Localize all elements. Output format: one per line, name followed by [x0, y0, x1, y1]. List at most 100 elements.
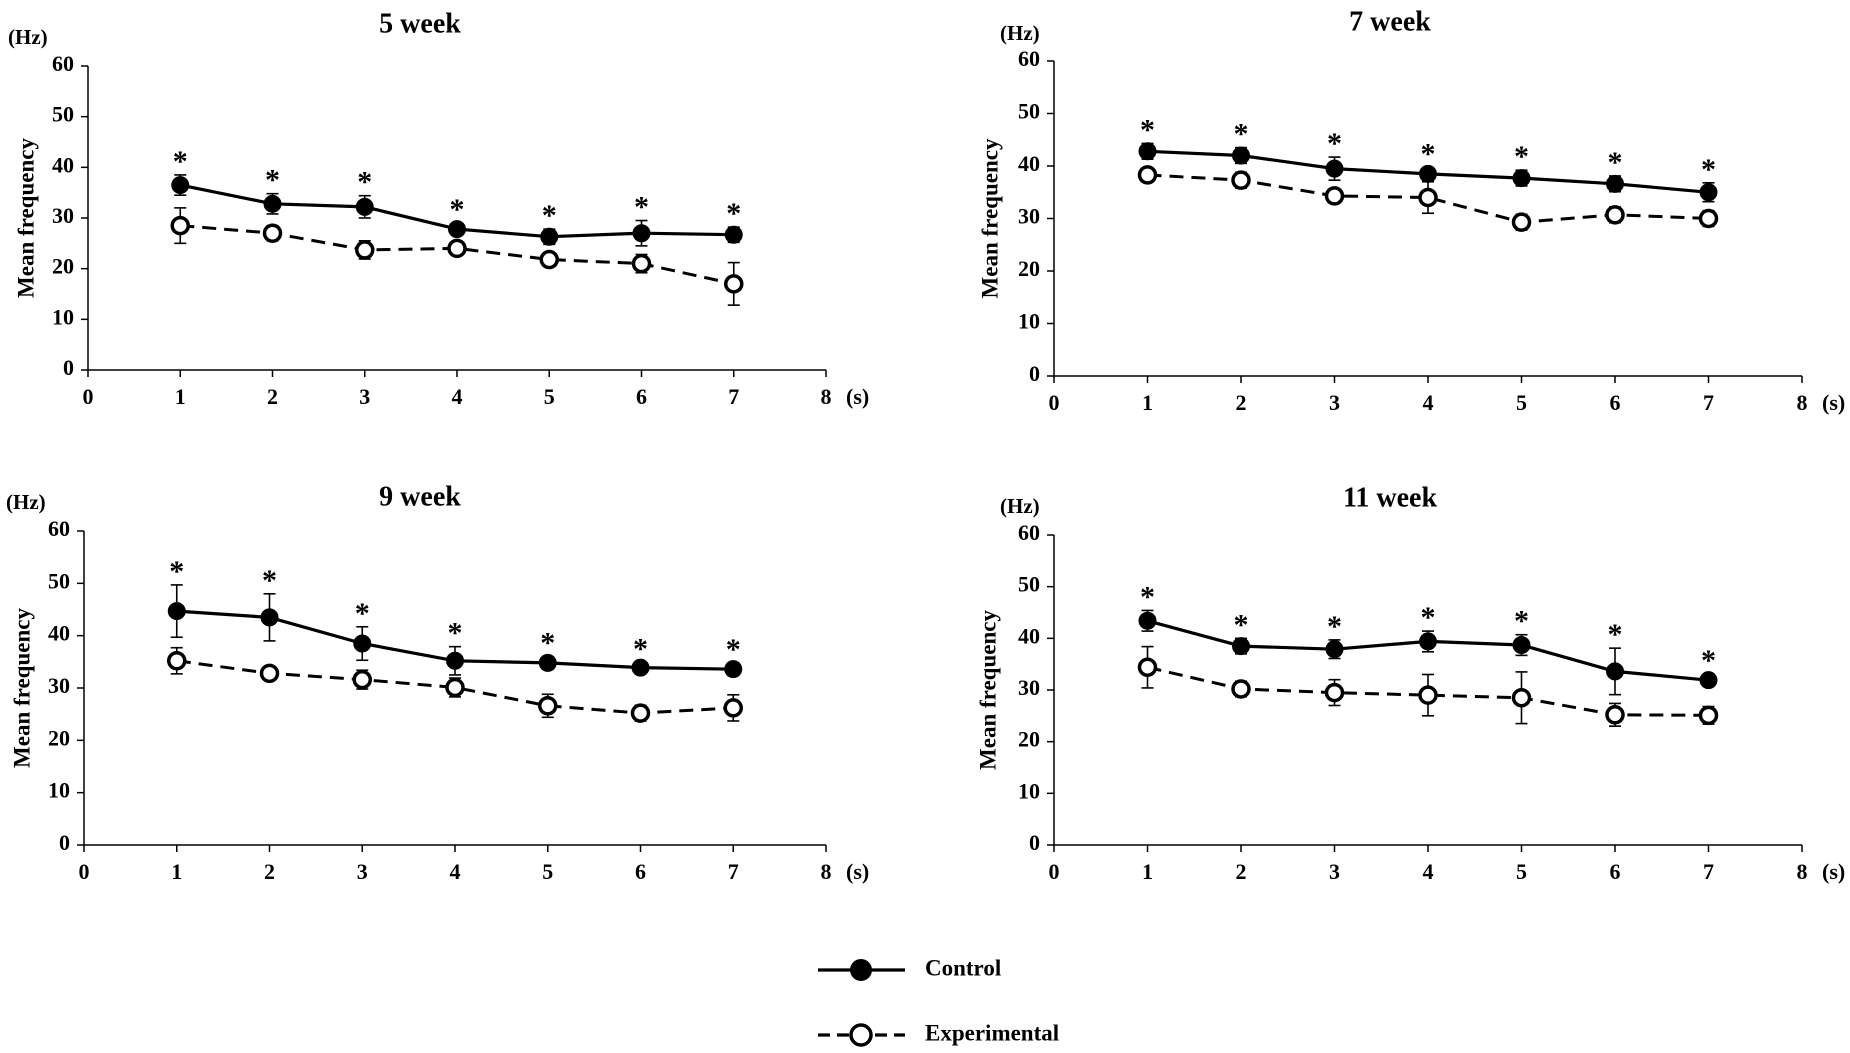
data-point [1418, 187, 1438, 208]
significance-marker: * [262, 564, 277, 597]
data-point [1698, 208, 1719, 229]
significance-marker: * [173, 145, 188, 178]
data-point [1325, 640, 1344, 659]
x-tick-label: 1 [1142, 390, 1153, 415]
series-experimental [167, 646, 743, 723]
significance-marker: * [1140, 113, 1155, 146]
data-point [263, 194, 282, 213]
data-point [171, 176, 190, 195]
significance-marker: * [1234, 608, 1249, 641]
significance-marker: * [1421, 138, 1436, 171]
y-tick-label: 40 [1018, 151, 1040, 176]
x-tick-label: 4 [452, 384, 463, 409]
chart-title: 9 week [379, 481, 461, 512]
data-point [1512, 636, 1531, 655]
chart-panel-1: 5 week (Hz) Mean frequency 0 10 20 30 40 50 60 0 1 2… [8, 8, 869, 409]
x-tick-label: 3 [1329, 390, 1340, 415]
significance-marker: * [1701, 644, 1716, 677]
x-tick-label: 0 [79, 859, 90, 884]
data-point [1137, 657, 1158, 678]
data-point [631, 253, 652, 274]
series-experimental [170, 207, 744, 306]
y-axis-label: Mean frequency [13, 138, 38, 298]
data-point [259, 663, 280, 684]
data-point [1324, 186, 1345, 206]
x-tick-label: 1 [175, 384, 186, 409]
y-tick-label: 60 [1018, 520, 1040, 545]
y-tick-label: 50 [48, 568, 70, 593]
y-tick-label: 40 [52, 152, 74, 177]
x-tick-label: 6 [636, 384, 647, 409]
data-point [1606, 662, 1624, 681]
significance-marker: * [450, 193, 465, 226]
x-tick-label: 0 [83, 384, 94, 409]
significance-marker: * [1701, 153, 1716, 186]
data-point [1419, 164, 1437, 183]
legend-entry-control: Control [818, 955, 1001, 981]
data-point [1232, 637, 1250, 656]
y-tick-label: 60 [48, 516, 70, 541]
series-control [1138, 609, 1718, 696]
y-tick-label: 0 [63, 355, 74, 380]
series-experimental [1137, 645, 1719, 727]
data-point [1325, 159, 1344, 178]
y-tick-label: 40 [1018, 623, 1040, 648]
y-tick-label: 30 [48, 673, 70, 698]
chart-title: 7 week [1349, 6, 1431, 37]
x-tick-label: 8 [821, 384, 832, 409]
y-unit-label: (Hz) [1000, 21, 1040, 45]
data-point [167, 651, 187, 671]
significance-marker: * [726, 197, 741, 230]
data-point [355, 240, 375, 260]
data-point [1699, 183, 1718, 202]
y-unit-label: (Hz) [1000, 494, 1040, 518]
significance-marker: * [1421, 601, 1436, 634]
x-tick-label: 1 [1142, 859, 1153, 884]
significance-marker: * [355, 597, 370, 630]
y-tick-label: 0 [1029, 361, 1040, 386]
y-tick-label: 50 [1018, 99, 1040, 124]
data-point [723, 698, 743, 718]
significance-marker: * [265, 164, 280, 197]
x-tick-label: 2 [1236, 859, 1247, 884]
data-point [724, 660, 743, 679]
y-tick-label: 60 [1018, 46, 1040, 71]
data-point [724, 225, 743, 244]
data-point [1418, 685, 1438, 705]
y-tick-label: 20 [48, 725, 70, 750]
y-tick-label: 0 [59, 830, 70, 855]
x-tick-label: 5 [1516, 390, 1527, 415]
data-point [1419, 632, 1437, 651]
data-point [630, 703, 651, 723]
y-tick-label: 50 [52, 102, 74, 127]
significance-marker: * [1514, 140, 1529, 173]
data-point [1231, 679, 1251, 699]
y-tick-label: 0 [1029, 830, 1040, 855]
data-point [1232, 146, 1250, 165]
y-tick-label: 40 [48, 621, 70, 646]
data-point [448, 220, 466, 239]
significance-marker: * [726, 633, 741, 666]
data-point [1699, 671, 1718, 690]
x-tick-label: 1 [171, 859, 182, 884]
significance-marker: * [1608, 618, 1623, 651]
x-axis-label: (s) [1822, 390, 1845, 415]
y-tick-label: 10 [1018, 309, 1040, 334]
x-tick-label: 7 [1703, 390, 1714, 415]
significance-marker: * [357, 166, 372, 199]
legend-label: Control [925, 955, 1001, 980]
data-point [1605, 205, 1625, 225]
y-axis-label: Mean frequency [975, 610, 1000, 770]
x-tick-label: 6 [1610, 390, 1621, 415]
data-point [540, 227, 559, 246]
y-tick-label: 20 [52, 254, 74, 279]
significance-marker: * [1140, 580, 1155, 613]
x-tick-label: 7 [1703, 859, 1714, 884]
y-axis-label: Mean frequency [977, 138, 1002, 298]
x-tick-label: 3 [357, 859, 368, 884]
data-point [1605, 705, 1625, 725]
x-axis-label: (s) [846, 859, 869, 884]
data-point [1138, 142, 1157, 161]
y-tick-label: 30 [1018, 204, 1040, 229]
chart-panel-2: 7 week (Hz) Mean frequency 0 10 20 30 40 50 60 0 1 2… [977, 6, 1845, 415]
